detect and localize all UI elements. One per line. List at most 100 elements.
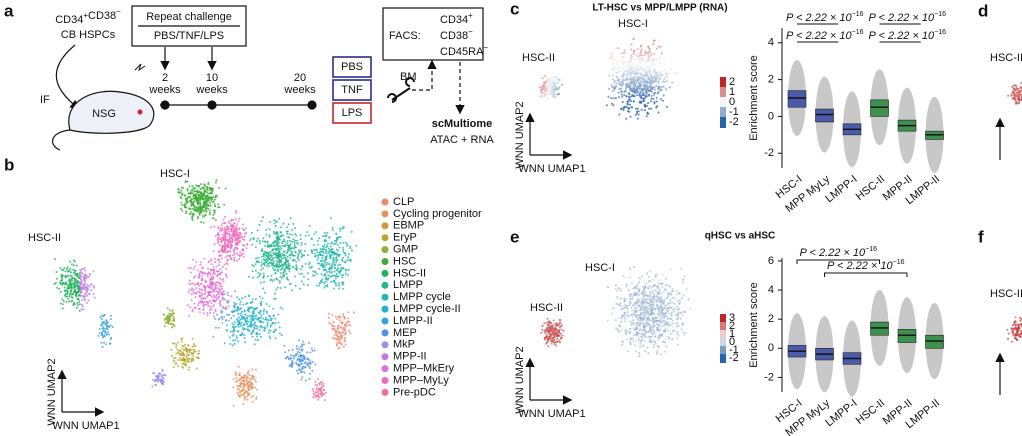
umap-point (245, 323, 248, 326)
umap-point (662, 314, 665, 317)
umap-point (263, 308, 266, 311)
umap-point (256, 229, 259, 232)
umap-point (240, 312, 242, 315)
umap-point (675, 322, 677, 325)
umap-point (190, 293, 193, 296)
umap-point (202, 297, 205, 300)
umap-point (191, 287, 194, 290)
umap-point (265, 229, 268, 231)
umap-point (651, 80, 654, 83)
umap-point (657, 326, 660, 329)
umap-point (251, 310, 254, 313)
umap-point (317, 390, 320, 393)
umap-point (673, 310, 676, 313)
umap-point (653, 88, 656, 91)
umap-point (639, 85, 642, 88)
umap-point (663, 78, 666, 80)
umap-point (335, 257, 338, 259)
umap-point (73, 269, 76, 272)
cluster-label: HSC-II (530, 302, 563, 314)
umap-axis-label: WNN UMAP2 (46, 358, 58, 425)
legend-label: LMPP cycle (393, 291, 451, 303)
umap-point (247, 306, 250, 309)
umap-point (659, 292, 662, 295)
umap-point (188, 283, 191, 285)
umap-point (636, 86, 638, 89)
umap-point (272, 315, 275, 317)
umap-point (654, 289, 657, 292)
legend-label: MPP–MkEry (393, 363, 455, 375)
umap-point (244, 295, 247, 298)
umap-point (281, 264, 284, 266)
umap-point (298, 351, 301, 354)
umap-point (221, 322, 224, 325)
umap-point (655, 77, 658, 80)
facs-marker-part: CD34 (440, 14, 468, 26)
umap-point (198, 272, 201, 275)
umap-point (280, 334, 283, 336)
umap-point (630, 57, 633, 60)
umap-point (326, 244, 328, 247)
umap-point (190, 299, 193, 301)
umap-point (301, 348, 304, 351)
umap-point (250, 378, 253, 381)
umap-point (551, 76, 554, 79)
umap-point (647, 85, 650, 88)
umap-point (254, 269, 257, 272)
p-value-part: P < 2.22 × 10 (868, 12, 935, 24)
umap-point (78, 300, 81, 303)
umap-point (69, 291, 72, 294)
umap-point (649, 340, 652, 343)
umap-cloud (151, 368, 167, 388)
umap-point (332, 325, 335, 328)
umap-point (71, 277, 74, 280)
umap-point (261, 250, 263, 253)
umap-point (546, 95, 549, 98)
umap-point (665, 345, 668, 348)
tissue-label: BM (400, 71, 417, 83)
umap-point (306, 351, 309, 354)
legend-swatch (381, 281, 389, 289)
umap-point (239, 251, 242, 254)
umap-point (639, 327, 642, 330)
umap-point (194, 306, 197, 309)
umap-point (332, 258, 334, 261)
umap-point (629, 327, 632, 330)
umap-axis-label: WNN UMAP1 (518, 163, 585, 175)
umap-point (251, 400, 254, 403)
umap-point (295, 347, 298, 350)
umap-point (630, 71, 632, 74)
umap-point (632, 71, 635, 74)
umap-point (242, 316, 245, 319)
umap-point (180, 358, 183, 361)
umap-point (344, 272, 347, 275)
umap-point (240, 307, 243, 310)
umap-point (213, 217, 216, 220)
umap-point (656, 299, 659, 302)
umap-point (248, 294, 251, 297)
umap-point (541, 92, 544, 95)
umap-point (205, 195, 208, 198)
umap-point (203, 188, 206, 191)
umap-point (61, 268, 64, 271)
umap-point (331, 313, 334, 316)
umap-point (171, 323, 174, 326)
umap-point (235, 373, 238, 376)
umap-point (304, 262, 307, 265)
umap-point (72, 291, 75, 294)
umap-point (658, 336, 661, 339)
umap-point (223, 228, 226, 231)
umap-point (279, 306, 282, 309)
umap-point (255, 396, 258, 399)
umap-point (336, 248, 338, 251)
umap-point (226, 291, 229, 294)
umap-point (163, 325, 166, 328)
umap-point (184, 180, 187, 183)
umap-point (237, 340, 240, 343)
umap-point (658, 71, 661, 73)
umap-point (282, 222, 285, 225)
umap-point (237, 308, 240, 311)
umap-point (664, 313, 667, 316)
umap-point (635, 316, 638, 318)
umap-point (636, 94, 639, 97)
